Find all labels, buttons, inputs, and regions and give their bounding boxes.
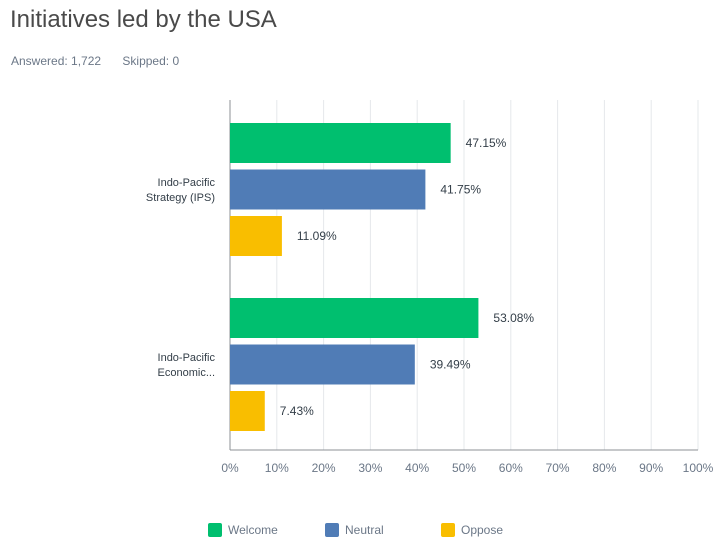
bar-neutral [230,169,426,210]
legend-swatch [208,523,222,537]
data-label: 11.09% [297,229,337,243]
x-tick-label: 70% [546,461,570,475]
data-label: 47.15% [466,136,507,150]
x-tick-label: 90% [639,461,663,475]
legend-label: Neutral [345,523,384,537]
legend-label: Oppose [461,523,504,537]
x-tick-label: 60% [499,461,523,475]
legend-swatch [325,523,339,537]
legend-item-welcome: Welcome [208,523,278,537]
x-tick-label: 100% [683,461,714,475]
category-label: Strategy (IPS) [146,192,215,204]
legend-swatch [441,523,455,537]
chart-legend: Welcome Neutral Oppose [0,523,718,541]
answered-count: Answered: 1,722 [11,54,102,68]
bar-oppose [230,391,265,431]
bar-neutral [230,344,415,385]
x-tick-label: 50% [452,461,476,475]
legend-label: Welcome [228,523,278,537]
category-label: Economic... [158,367,215,379]
x-tick-label: 0% [221,461,239,475]
x-tick-label: 40% [405,461,429,475]
page-title: Initiatives led by the USA [10,6,277,33]
legend-item-oppose: Oppose [441,523,503,537]
bar-oppose [230,216,282,256]
bar-welcome [230,298,479,338]
category-label: Indo-Pacific [158,352,216,364]
response-stats: Answered: 1,722 Skipped: 0 [11,54,197,68]
data-label: 41.75% [440,183,481,197]
bar-welcome [230,123,451,163]
data-label: 7.43% [280,404,314,418]
x-tick-label: 20% [312,461,336,475]
data-label: 39.49% [430,358,471,372]
bar-chart: 0% 10% 20% 30% 40% 50% 60% 70% 80% 90% 100% 47.15% 4… [146,100,714,475]
data-label: 53.08% [493,311,534,325]
x-tick-label: 10% [265,461,289,475]
x-tick-label: 80% [592,461,616,475]
category-label: Indo-Pacific [158,177,216,189]
legend-item-neutral: Neutral [325,523,384,537]
skipped-count: Skipped: 0 [122,54,180,68]
x-tick-label: 30% [358,461,382,475]
